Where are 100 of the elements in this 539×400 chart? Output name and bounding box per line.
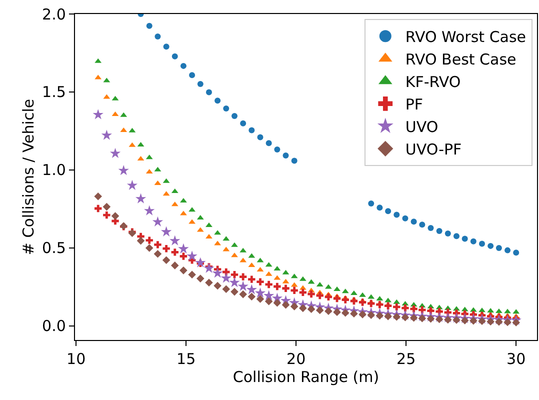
legend-label: RVO Worst Case xyxy=(405,28,526,46)
point xyxy=(188,219,196,224)
point xyxy=(205,278,213,286)
point xyxy=(512,318,520,326)
point xyxy=(160,226,172,236)
point xyxy=(486,318,494,326)
point xyxy=(214,98,221,104)
point xyxy=(436,228,442,234)
point xyxy=(212,268,223,278)
point xyxy=(282,152,289,158)
point xyxy=(264,297,273,306)
point xyxy=(479,240,485,247)
point xyxy=(170,235,180,246)
point xyxy=(444,316,452,324)
point xyxy=(470,316,478,325)
point xyxy=(384,312,392,320)
legend-label: KF-RVO xyxy=(405,72,461,91)
point xyxy=(126,180,138,190)
point xyxy=(444,230,451,236)
point xyxy=(290,302,298,310)
point xyxy=(101,130,112,140)
point xyxy=(180,198,187,203)
point xyxy=(180,210,187,216)
point xyxy=(478,317,486,326)
point xyxy=(263,290,274,300)
point xyxy=(144,205,155,216)
point xyxy=(180,252,188,260)
point xyxy=(368,300,375,308)
point xyxy=(222,285,230,294)
point xyxy=(282,284,290,292)
point xyxy=(299,288,307,296)
point xyxy=(495,318,503,326)
point xyxy=(135,193,146,204)
point xyxy=(342,296,349,304)
point xyxy=(513,250,520,256)
point xyxy=(367,311,376,319)
point xyxy=(358,298,366,306)
point xyxy=(428,225,434,232)
point xyxy=(350,290,358,296)
y-tick-label: 1.5 xyxy=(42,83,66,102)
point xyxy=(94,192,102,200)
point xyxy=(488,242,494,249)
point xyxy=(248,127,255,134)
point xyxy=(324,293,332,301)
x-tick-label: 10 xyxy=(66,350,86,368)
point xyxy=(402,215,408,222)
point xyxy=(418,306,426,314)
point xyxy=(206,89,212,96)
point xyxy=(229,277,240,288)
y-tick-label: 2.0 xyxy=(42,5,66,24)
point xyxy=(384,302,392,310)
point xyxy=(257,134,264,140)
x-tick-label: 25 xyxy=(396,350,416,368)
point xyxy=(152,216,164,226)
point xyxy=(214,282,222,290)
point xyxy=(189,72,196,78)
point xyxy=(496,244,502,251)
point xyxy=(170,262,179,270)
point xyxy=(265,280,272,288)
point xyxy=(256,278,264,286)
point xyxy=(154,33,161,40)
point xyxy=(333,308,341,316)
point xyxy=(232,113,238,120)
point xyxy=(290,286,298,294)
y-axis-title: # Collisions / Vehicle xyxy=(19,98,38,256)
x-tick-label: 15 xyxy=(176,350,196,368)
point xyxy=(110,148,121,158)
point xyxy=(231,242,238,247)
point xyxy=(452,316,460,324)
point xyxy=(254,287,266,298)
point xyxy=(418,314,426,322)
legend-label: UVO-PF xyxy=(405,140,462,158)
point xyxy=(111,212,120,220)
point xyxy=(206,234,212,239)
point xyxy=(504,308,511,314)
point xyxy=(307,305,316,314)
point xyxy=(162,245,170,252)
point xyxy=(146,22,152,29)
point xyxy=(324,307,332,316)
x-axis-title: Collision Range (m) xyxy=(232,368,380,386)
point xyxy=(180,266,188,274)
point xyxy=(393,303,400,311)
point xyxy=(197,81,204,88)
point xyxy=(103,211,110,219)
point xyxy=(188,270,196,279)
point xyxy=(146,236,153,244)
point xyxy=(376,204,383,211)
point xyxy=(376,300,384,308)
point xyxy=(238,280,248,292)
point xyxy=(206,222,212,228)
legend-label: RVO Best Case xyxy=(405,50,516,68)
point xyxy=(470,238,476,244)
point xyxy=(230,288,238,296)
point xyxy=(368,200,374,207)
point xyxy=(453,233,460,240)
point xyxy=(220,272,232,283)
point xyxy=(248,292,256,301)
point xyxy=(504,318,512,326)
point xyxy=(376,312,384,320)
point xyxy=(419,222,426,228)
